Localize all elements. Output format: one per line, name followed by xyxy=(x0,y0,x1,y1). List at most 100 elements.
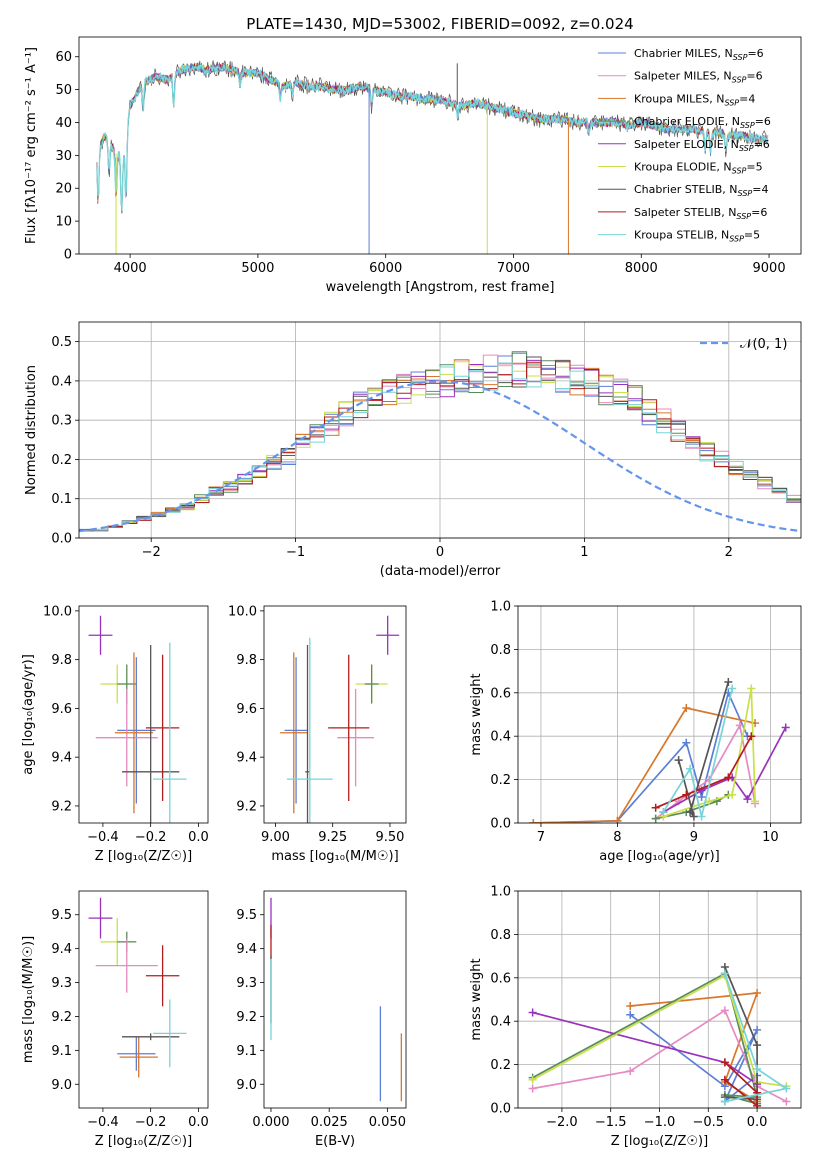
legend-suffix: =4 xyxy=(739,92,755,105)
z_weight-series-line xyxy=(532,974,787,1088)
legend-subscript: SSP xyxy=(736,212,751,221)
z_weight-xtick-label: −1.0 xyxy=(644,1115,676,1130)
z_mass-xtick-label: −0.2 xyxy=(135,1115,167,1130)
legend-subscript: SSP xyxy=(724,98,739,107)
ebv_mass-xtick-label: 0.025 xyxy=(311,1115,348,1130)
age_weight-point-marker xyxy=(724,773,733,782)
residuals-ytick-label: 0.4 xyxy=(51,374,72,389)
z_age-ytick-label: 9.4 xyxy=(51,751,72,766)
mass_age-plot-area xyxy=(280,615,400,823)
age_weight-point-marker xyxy=(724,677,733,686)
spectrum-line-salpeter_stelib xyxy=(96,62,768,214)
spectrum-ytick-label: 50 xyxy=(55,83,72,98)
z_age-xlabel: Z [log₁₀(Z/Z☉)] xyxy=(95,849,192,864)
legend-text: Kroupa MILES, N xyxy=(634,92,724,105)
z_weight-series-line xyxy=(724,1061,758,1108)
ebv_mass-panel: 0.000 0.025 0.050 9.0 9.1 9.2 9.3 9.4 9.5 E(B-V) xyxy=(236,890,407,1149)
z_age-xtick-label: −0.4 xyxy=(87,830,119,845)
z_weight-point-marker xyxy=(720,1097,729,1106)
ebv_mass-frame xyxy=(263,890,407,1109)
ebv_mass-ytick-label: 9.3 xyxy=(236,976,257,991)
z_weight-point-marker xyxy=(753,988,762,997)
age_weight-point-marker xyxy=(659,808,668,817)
z_weight-xtick-label: −2.0 xyxy=(546,1115,578,1130)
z_weight-ytick-label: 0.0 xyxy=(490,1102,511,1117)
z_weight-point-marker xyxy=(720,1006,729,1015)
z_age-ylabel: age [log₁₀(age/yr)] xyxy=(21,654,36,775)
residuals-xlabel: (data-model)/error xyxy=(380,564,501,579)
age_weight-series-line xyxy=(677,681,730,818)
age_weight-ytick-label: 0.0 xyxy=(490,817,511,832)
ebv_mass-ytick-label: 9.4 xyxy=(236,942,257,957)
residuals-xtick-label: −1 xyxy=(286,545,305,560)
z_weight-xtick-label: 0.0 xyxy=(747,1115,768,1130)
z_mass-ytick-label: 9.0 xyxy=(51,1078,72,1093)
legend-text: Kroupa ELODIE, N xyxy=(634,161,732,174)
legend-subscript: SSP xyxy=(732,167,747,176)
spectrum-line-kroupa_stelib xyxy=(96,62,769,211)
spectrum-ytick-label: 10 xyxy=(55,215,72,230)
ebv_mass-ytick-label: 9.5 xyxy=(236,908,257,923)
z_age-ytick-label: 9.2 xyxy=(51,799,72,814)
gaussian-curve xyxy=(79,380,801,533)
age_weight-ytick-label: 0.2 xyxy=(490,773,511,788)
residuals-xtick-label: 2 xyxy=(725,545,733,560)
residuals-legend: 𝒩(0, 1) xyxy=(700,337,787,352)
z_weight-point-marker xyxy=(626,1002,635,1011)
age_weight-point-marker xyxy=(689,812,698,821)
z_weight-ylabel: mass weight xyxy=(469,958,484,1040)
z_weight-point-marker xyxy=(753,1041,762,1050)
z_weight-xtick-label: −0.5 xyxy=(693,1115,725,1130)
age_weight-xtick-label: 7 xyxy=(537,830,545,845)
age_weight-point-marker xyxy=(651,814,660,823)
z_mass-ytick-label: 9.2 xyxy=(51,1010,72,1025)
age_weight-point-marker xyxy=(728,684,737,693)
panels: 4000 5000 6000 7000 8000 90000102030405060wav… xyxy=(21,36,802,1149)
age_weight-point-marker xyxy=(735,721,744,730)
age_weight-panel: 7 8 9 10 0.0 0.2 0.4 0.6 0.8 1.0 age [log₁₀(age/yr… xyxy=(469,600,802,864)
z_age-xtick-label: 0.0 xyxy=(188,830,209,845)
age_weight-point-marker xyxy=(728,790,737,799)
z_mass-ytick-label: 9.4 xyxy=(51,942,72,957)
ebv_mass-xtick-label: 0.000 xyxy=(252,1115,289,1130)
z_mass-plot-area xyxy=(88,897,187,1078)
age_weight-ytick-label: 0.4 xyxy=(490,730,511,745)
spectrum-ytick-label: 30 xyxy=(55,149,72,164)
z_weight-panel: −2.0 −1.5 −1.0 −0.5 0.0 0.0 0.2 0.4 0.6 0.8 1.0 Z [… xyxy=(469,885,802,1149)
z_weight-frame xyxy=(517,890,802,1109)
ebv_mass-xlabel: E(B-V) xyxy=(315,1134,355,1149)
residuals-frame xyxy=(78,321,802,539)
mass_age-xtick-label: 9.00 xyxy=(261,830,290,845)
z_weight-point-marker xyxy=(720,969,729,978)
z_age-xtick-label: −0.2 xyxy=(135,830,167,845)
age_weight-point-marker xyxy=(613,816,622,823)
residuals-xtick-label: −2 xyxy=(142,545,161,560)
age_weight-point-marker xyxy=(781,723,790,732)
mass_age-xtick-label: 9.50 xyxy=(375,830,404,845)
spectrum-ytick-label: 60 xyxy=(55,50,72,65)
legend-text: Chabrier ELODIE, N xyxy=(634,115,740,128)
z_mass-xtick-label: 0.0 xyxy=(188,1115,209,1130)
legend-text: Salpeter ELODIE, N xyxy=(634,138,739,151)
z_mass-xlabel: Z [log₁₀(Z/Z☉)] xyxy=(95,1134,192,1149)
mass_age-ytick-label: 9.8 xyxy=(236,653,257,668)
z_mass-xtick-label: −0.4 xyxy=(87,1115,119,1130)
z_weight-ytick-label: 0.2 xyxy=(490,1058,511,1073)
z_weight-point-marker xyxy=(626,1067,635,1076)
spectrum-xtick-label: 9000 xyxy=(753,261,786,276)
spectrum-xtick-label: 7000 xyxy=(497,261,530,276)
legend-text: Kroupa STELIB, N xyxy=(634,229,729,242)
z_age-ytick-label: 10.0 xyxy=(43,604,72,619)
residuals-ytick-label: 0.3 xyxy=(51,414,72,429)
residuals-plot-area xyxy=(79,351,801,533)
ebv_mass-xtick-label: 0.050 xyxy=(369,1115,406,1130)
mass_age-ytick-label: 9.2 xyxy=(236,799,257,814)
age_weight-point-marker xyxy=(705,797,714,806)
spectrum-legend-label: Salpeter ELODIE, NSSP=6 xyxy=(634,138,770,153)
spectrum-plot-area xyxy=(96,60,769,254)
spectrum-ytick-label: 20 xyxy=(55,182,72,197)
z_weight-point-marker xyxy=(782,1097,791,1106)
legend-subscript: SSP xyxy=(740,121,755,130)
age_weight-point-marker xyxy=(747,732,756,741)
spectrum-legend-label: Chabrier ELODIE, NSSP=6 xyxy=(634,115,771,130)
